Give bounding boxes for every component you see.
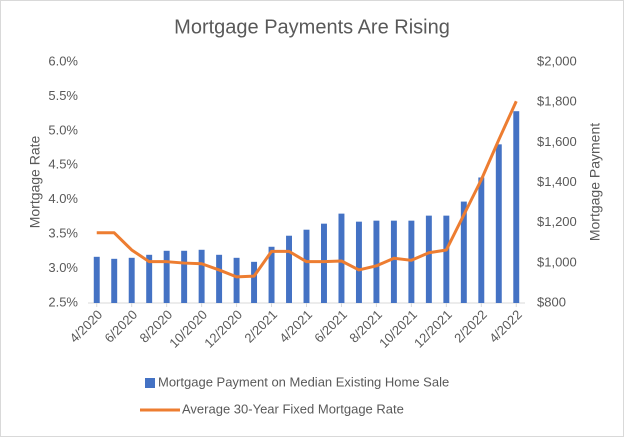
y2-tick-label: $1,600 [537, 134, 577, 149]
line [96, 100, 518, 279]
y-tick-label: 2.5% [48, 294, 78, 309]
y-tick-label: 3.5% [48, 226, 78, 241]
bar [408, 220, 415, 303]
bar [355, 221, 362, 303]
bar [251, 261, 258, 303]
bar [233, 257, 240, 303]
bar [460, 201, 467, 303]
bar [321, 223, 327, 303]
y2-tick-label: $1,000 [537, 254, 577, 269]
legend-swatch [145, 378, 155, 388]
bar [128, 257, 135, 303]
bar [146, 254, 153, 303]
legend-label: Average 30-Year Fixed Mortgage Rate [182, 401, 404, 416]
chart-title: Mortgage Payments Are Rising [174, 16, 450, 38]
y-tick-label: 4.5% [48, 157, 78, 172]
legend-label: Mortgage Payment on Median Existing Home… [158, 374, 449, 389]
y-tick-label: 3.0% [48, 260, 78, 275]
y-tick-label: 5.5% [48, 88, 78, 103]
bar [198, 249, 205, 303]
bar [93, 256, 100, 303]
y2-tick-label: $800 [537, 294, 566, 309]
bar [478, 177, 485, 303]
y-tick-label: 5.0% [48, 122, 78, 137]
y-tick-label: 6.0% [48, 53, 78, 68]
bar [495, 144, 502, 303]
y-tick-label: 4.0% [48, 191, 78, 206]
y2-tick-label: $2,000 [537, 53, 577, 68]
bar [111, 258, 118, 303]
bar [373, 220, 380, 303]
bar [443, 215, 450, 303]
bar [303, 229, 310, 303]
y-axis-label: Mortgage Rate [27, 135, 43, 228]
y2-tick-label: $1,400 [537, 174, 577, 189]
bar [163, 250, 170, 303]
bar [286, 235, 292, 303]
y2-tick-label: $1,800 [537, 94, 577, 109]
bar [216, 254, 223, 303]
bar [268, 246, 275, 303]
bar [425, 215, 432, 303]
bar [181, 250, 188, 303]
bar [390, 220, 397, 303]
y2-tick-label: $1,200 [537, 214, 577, 229]
bar [513, 111, 520, 304]
bar [338, 213, 345, 303]
y2-axis-label: Mortgage Payment [587, 123, 603, 241]
